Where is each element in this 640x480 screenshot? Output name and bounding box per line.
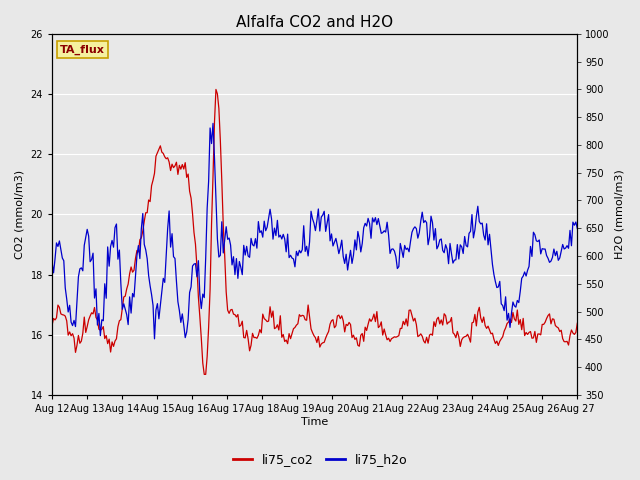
Text: TA_flux: TA_flux xyxy=(60,45,105,55)
Legend: li75_co2, li75_h2o: li75_co2, li75_h2o xyxy=(228,448,412,471)
X-axis label: Time: Time xyxy=(301,417,328,427)
Y-axis label: CO2 (mmol/m3): CO2 (mmol/m3) xyxy=(15,170,25,259)
Y-axis label: H2O (mmol/m3): H2O (mmol/m3) xyxy=(615,169,625,259)
Title: Alfalfa CO2 and H2O: Alfalfa CO2 and H2O xyxy=(236,15,393,30)
